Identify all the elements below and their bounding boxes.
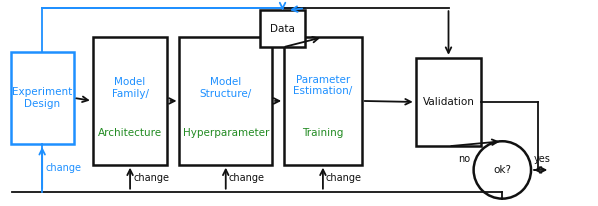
FancyBboxPatch shape — [179, 37, 272, 165]
Text: Training: Training — [302, 128, 344, 138]
Text: yes: yes — [534, 154, 551, 164]
Text: Experiment
Design: Experiment Design — [12, 87, 72, 109]
FancyBboxPatch shape — [284, 37, 362, 165]
Text: Hyperparameter: Hyperparameter — [182, 128, 269, 138]
FancyBboxPatch shape — [260, 10, 305, 47]
Text: change: change — [133, 173, 169, 183]
Text: no: no — [459, 154, 471, 164]
Text: Data: Data — [270, 24, 295, 34]
Text: change: change — [45, 163, 81, 173]
Text: ok?: ok? — [493, 165, 511, 175]
FancyBboxPatch shape — [416, 58, 481, 146]
FancyBboxPatch shape — [93, 37, 167, 165]
Text: Architecture: Architecture — [98, 128, 162, 138]
Text: Model
Structure/: Model Structure/ — [200, 77, 252, 99]
Ellipse shape — [474, 141, 531, 199]
Text: Validation: Validation — [423, 97, 474, 107]
Text: change: change — [326, 173, 362, 183]
Text: change: change — [228, 173, 265, 183]
FancyBboxPatch shape — [11, 52, 74, 144]
Text: Parameter
Estimation/: Parameter Estimation/ — [293, 75, 353, 96]
Text: Model
Family/: Model Family/ — [112, 77, 148, 99]
